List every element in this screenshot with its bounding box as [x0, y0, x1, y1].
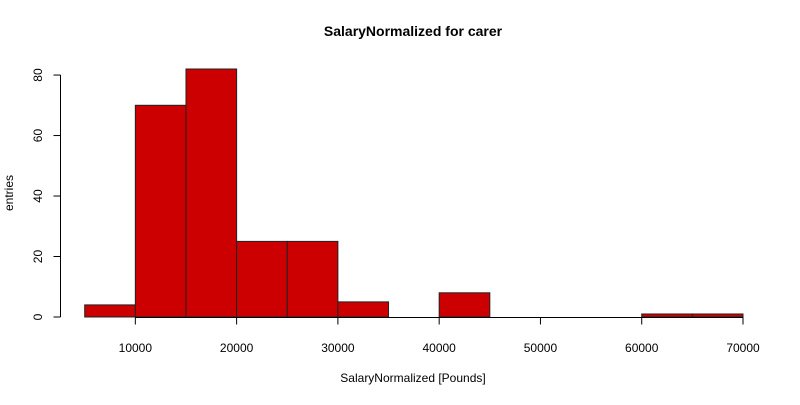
x-tick-label: 30000 — [321, 341, 355, 355]
x-axis-label: SalaryNormalized [Pounds] — [340, 371, 485, 385]
y-tick-label: 20 — [31, 250, 45, 264]
histogram-bar — [286, 240, 339, 318]
y-axis-label: entries — [2, 175, 16, 211]
x-tick-label: 20000 — [220, 341, 254, 355]
x-tick-label: 40000 — [422, 341, 456, 355]
histogram-bar — [438, 292, 491, 318]
y-axis: 0 20 40 60 80 — [31, 68, 61, 320]
histogram-bar — [236, 240, 288, 318]
x-tick-label: 50000 — [524, 341, 558, 355]
histogram-bar — [691, 313, 744, 318]
y-tick-label: 0 — [31, 313, 45, 320]
histogram-bar — [641, 313, 693, 318]
x-tick-label: 70000 — [726, 341, 760, 355]
x-axis: 10000 20000 30000 40000 50000 60000 70000 — [119, 317, 760, 355]
y-tick-label: 60 — [31, 129, 45, 143]
y-tick-label: 40 — [31, 189, 45, 203]
histogram-bar — [337, 301, 390, 318]
histogram-bar — [84, 304, 136, 318]
bars-layer — [84, 68, 744, 318]
histogram-bar — [185, 68, 238, 318]
y-tick-label: 80 — [31, 68, 45, 82]
x-tick-label: 60000 — [625, 341, 659, 355]
x-tick-label: 10000 — [119, 341, 153, 355]
histogram-bar — [134, 104, 187, 318]
chart-title: SalaryNormalized for carer — [324, 23, 503, 39]
